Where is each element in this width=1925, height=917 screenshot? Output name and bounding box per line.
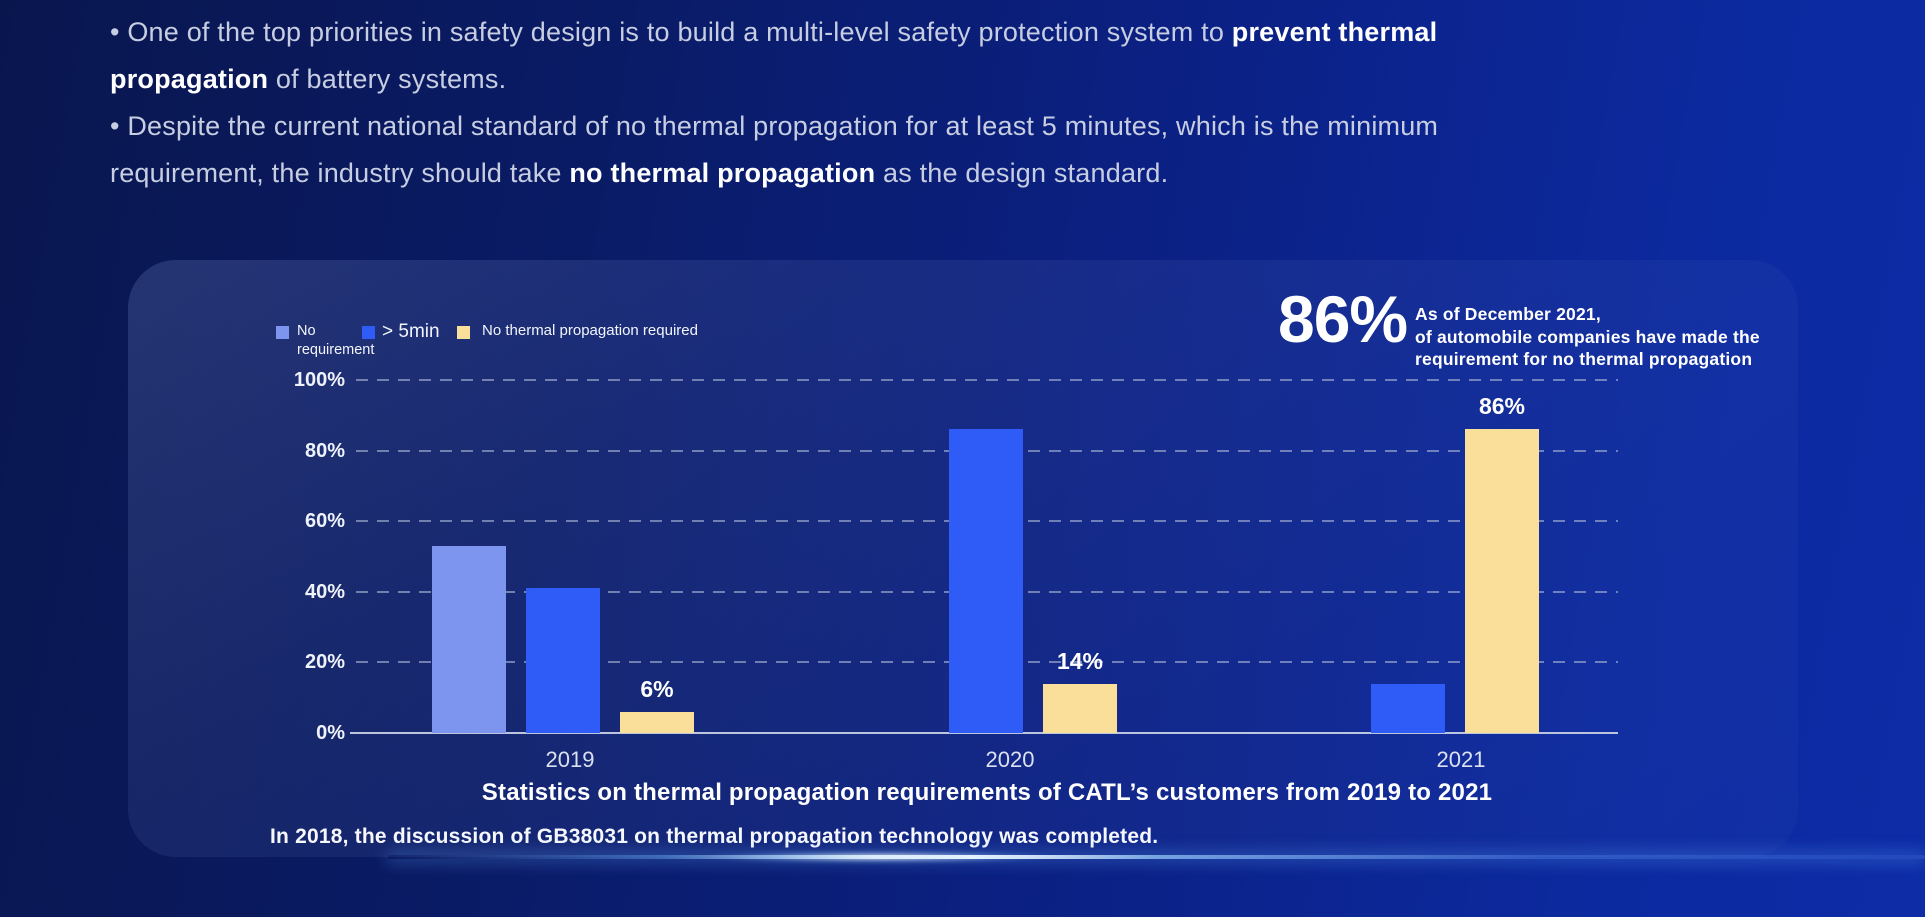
bar-no-thermal-propagation-required-2019 <box>620 711 694 733</box>
legend-swatch <box>276 326 289 339</box>
light-flare-decoration <box>700 851 1060 863</box>
bar-no-thermal-propagation-required-2020 <box>1043 683 1117 733</box>
legend-swatch <box>457 326 470 339</box>
bar-no-thermal-propagation-required-2021 <box>1465 429 1539 733</box>
bar--5min-2019 <box>526 588 600 733</box>
bar-no-requirement-2019 <box>432 545 506 733</box>
x-axis-label: 2020 <box>985 747 1035 772</box>
x-axis-label: 2019 <box>545 747 595 772</box>
bar-value-label: 86% <box>1478 393 1526 420</box>
y-axis-tick-label: 0% <box>316 722 345 744</box>
gridline <box>356 379 1618 381</box>
legend-label: > 5min <box>382 321 440 342</box>
legend-item: No thermal propagation required <box>457 322 698 340</box>
x-axis-line <box>350 732 1618 734</box>
legend-item: > 5min <box>362 322 440 342</box>
legend-label: No thermal propagation required <box>482 322 698 339</box>
bar--5min-2021 <box>1371 683 1445 733</box>
y-axis-tick-label: 40% <box>304 580 345 603</box>
bar-value-label: 6% <box>640 675 674 702</box>
bar-value-label: 14% <box>1056 647 1104 674</box>
y-axis-tick-label: 80% <box>304 439 345 462</box>
legend-label: No requirement <box>297 323 375 358</box>
y-axis-tick-label: 60% <box>304 510 345 533</box>
chart-title: Statistics on thermal propagation requir… <box>481 779 1493 806</box>
x-axis-label: 2021 <box>1436 747 1486 772</box>
legend-item: No requirement <box>276 322 381 360</box>
bar-chart: 0% 20% 40% 60% 80% 100% 6% 14% 86% 2019 2020 2021 <box>128 260 1798 857</box>
y-axis-tick-label: 20% <box>304 651 345 674</box>
callout-text: As of December 2021, of automobile compan… <box>1415 304 1760 369</box>
chart-card: No requirement > 5min No thermal propagati… <box>128 260 1798 857</box>
callout-value: 86% <box>1278 282 1408 356</box>
bar--5min-2020 <box>949 429 1023 733</box>
legend-swatch <box>362 326 375 339</box>
chart-footnote: In 2018, the discussion of GB38031 on th… <box>270 825 1159 848</box>
key-points: • One of the top priorities in safety de… <box>110 17 1439 188</box>
y-axis-tick-label: 100% <box>293 369 345 391</box>
light-streak-decoration <box>388 855 1925 859</box>
